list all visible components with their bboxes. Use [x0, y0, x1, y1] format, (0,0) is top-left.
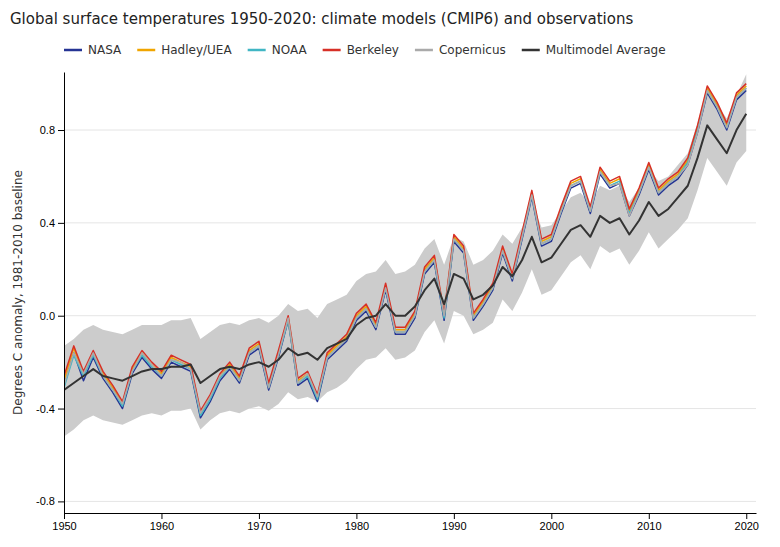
series-line — [64, 91, 746, 418]
y-tick-label: 0.8 — [40, 124, 55, 136]
x-tick-label: 2020 — [735, 520, 759, 532]
y-tick-label: -0.8 — [36, 495, 55, 507]
x-tick-mark — [64, 513, 65, 519]
y-tick-label: 0.0 — [40, 310, 55, 322]
series-line — [64, 88, 746, 415]
x-tick-label: 2000 — [540, 520, 564, 532]
legend-item: Berkeley — [323, 43, 399, 57]
legend-label: Multimodel Average — [546, 43, 666, 57]
legend-swatch — [248, 49, 266, 52]
legend-label: Berkeley — [347, 43, 399, 57]
legend-item: Hadley/UEA — [137, 43, 232, 57]
grid-line-y — [64, 501, 756, 502]
x-axis-line — [65, 513, 757, 514]
chart-title: Global surface temperatures 1950-2020: c… — [10, 10, 633, 28]
legend-item: NASA — [64, 43, 122, 57]
y-tick: 0.0 — [40, 310, 64, 322]
grid-line-y — [64, 130, 756, 131]
y-tick: -0.4 — [36, 403, 64, 415]
x-tick-mark — [356, 513, 357, 519]
y-tick: 0.4 — [40, 217, 64, 229]
y-axis: -0.8 -0.4 0.0 0.4 0.8 — [36, 73, 64, 514]
y-tick: 0.8 — [40, 124, 64, 136]
x-tick-label: 1990 — [442, 520, 466, 532]
legend-swatch — [522, 49, 540, 52]
x-tick: 2010 — [637, 513, 661, 532]
x-tick-mark — [161, 513, 162, 519]
x-tick-label: 1950 — [52, 520, 76, 532]
series-line — [64, 84, 746, 411]
x-axis: 1950 1960 1970 1980 1990 2000 2010 2020 — [52, 513, 759, 532]
x-tick-label: 2010 — [637, 520, 661, 532]
x-tick-mark — [454, 513, 455, 519]
x-tick: 1980 — [345, 513, 369, 532]
y-tick-mark — [58, 501, 64, 502]
y-tick: -0.8 — [36, 495, 64, 507]
chart-svg: 1950 1960 1970 1980 1990 2000 2010 2020 -0.8 -0.4… — [0, 0, 780, 547]
legend-label: NASA — [88, 43, 122, 57]
x-tick: 1950 — [52, 513, 76, 532]
legend: NASA Hadley/UEA NOAA Berkeley Copernicus Mult… — [64, 43, 666, 57]
y-tick-mark — [58, 130, 64, 131]
y-tick-label: -0.4 — [36, 403, 55, 415]
y-tick-mark — [58, 316, 64, 317]
legend-item: NOAA — [248, 43, 308, 57]
legend-swatch — [137, 49, 155, 52]
x-tick-label: 1960 — [150, 520, 174, 532]
y-axis-line — [64, 73, 65, 514]
legend-item: Multimodel Average — [522, 43, 666, 57]
x-tick: 1960 — [150, 513, 174, 532]
x-tick-mark — [649, 513, 650, 519]
y-tick-mark — [58, 223, 64, 224]
series-line — [64, 88, 746, 413]
x-tick: 1970 — [247, 513, 271, 532]
x-tick-mark — [551, 513, 552, 519]
y-tick-label: 0.4 — [40, 217, 55, 229]
plot-area — [64, 74, 746, 436]
y-axis-title: Degrees C anomaly, 1981-2010 baseline — [11, 170, 25, 415]
x-tick-label: 1980 — [345, 520, 369, 532]
series-line — [64, 114, 746, 390]
legend-item: Copernicus — [415, 43, 506, 57]
x-tick: 2000 — [540, 513, 564, 532]
y-tick-mark — [58, 409, 64, 410]
x-tick-mark — [259, 513, 260, 519]
x-tick: 2020 — [735, 513, 759, 532]
legend-label: Hadley/UEA — [161, 43, 232, 57]
legend-label: NOAA — [272, 43, 308, 57]
x-tick-mark — [746, 513, 747, 519]
legend-swatch — [323, 49, 341, 52]
model-band — [64, 74, 746, 436]
legend-swatch — [64, 49, 82, 52]
legend-swatch — [415, 49, 433, 52]
legend-label: Copernicus — [439, 43, 506, 57]
x-tick-label: 1970 — [247, 520, 271, 532]
x-tick: 1990 — [442, 513, 466, 532]
